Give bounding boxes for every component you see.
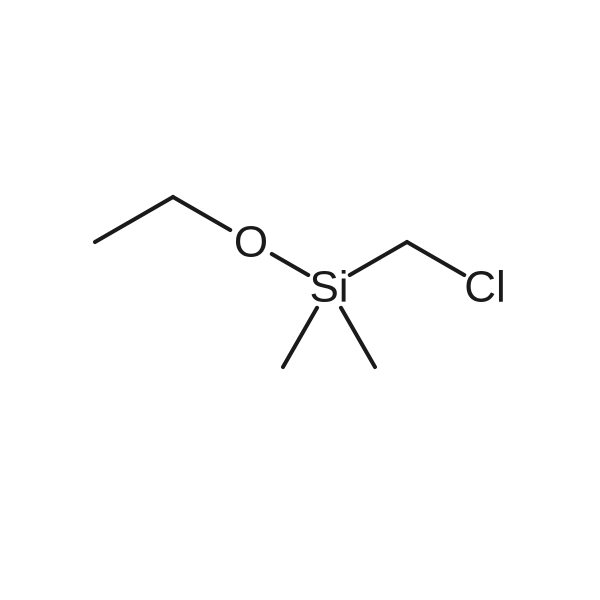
atom-label-o: O <box>234 218 268 267</box>
atom-label-cl: Cl <box>464 263 506 312</box>
bond <box>283 308 317 367</box>
molecule-diagram: O Si Cl <box>0 0 600 600</box>
bond <box>350 242 407 275</box>
bond <box>173 197 230 230</box>
bond <box>407 242 464 275</box>
bond <box>95 197 173 242</box>
atom-label-si: Si <box>309 263 348 312</box>
bond <box>272 254 308 275</box>
bonds-layer <box>95 197 464 367</box>
bond <box>341 308 375 367</box>
